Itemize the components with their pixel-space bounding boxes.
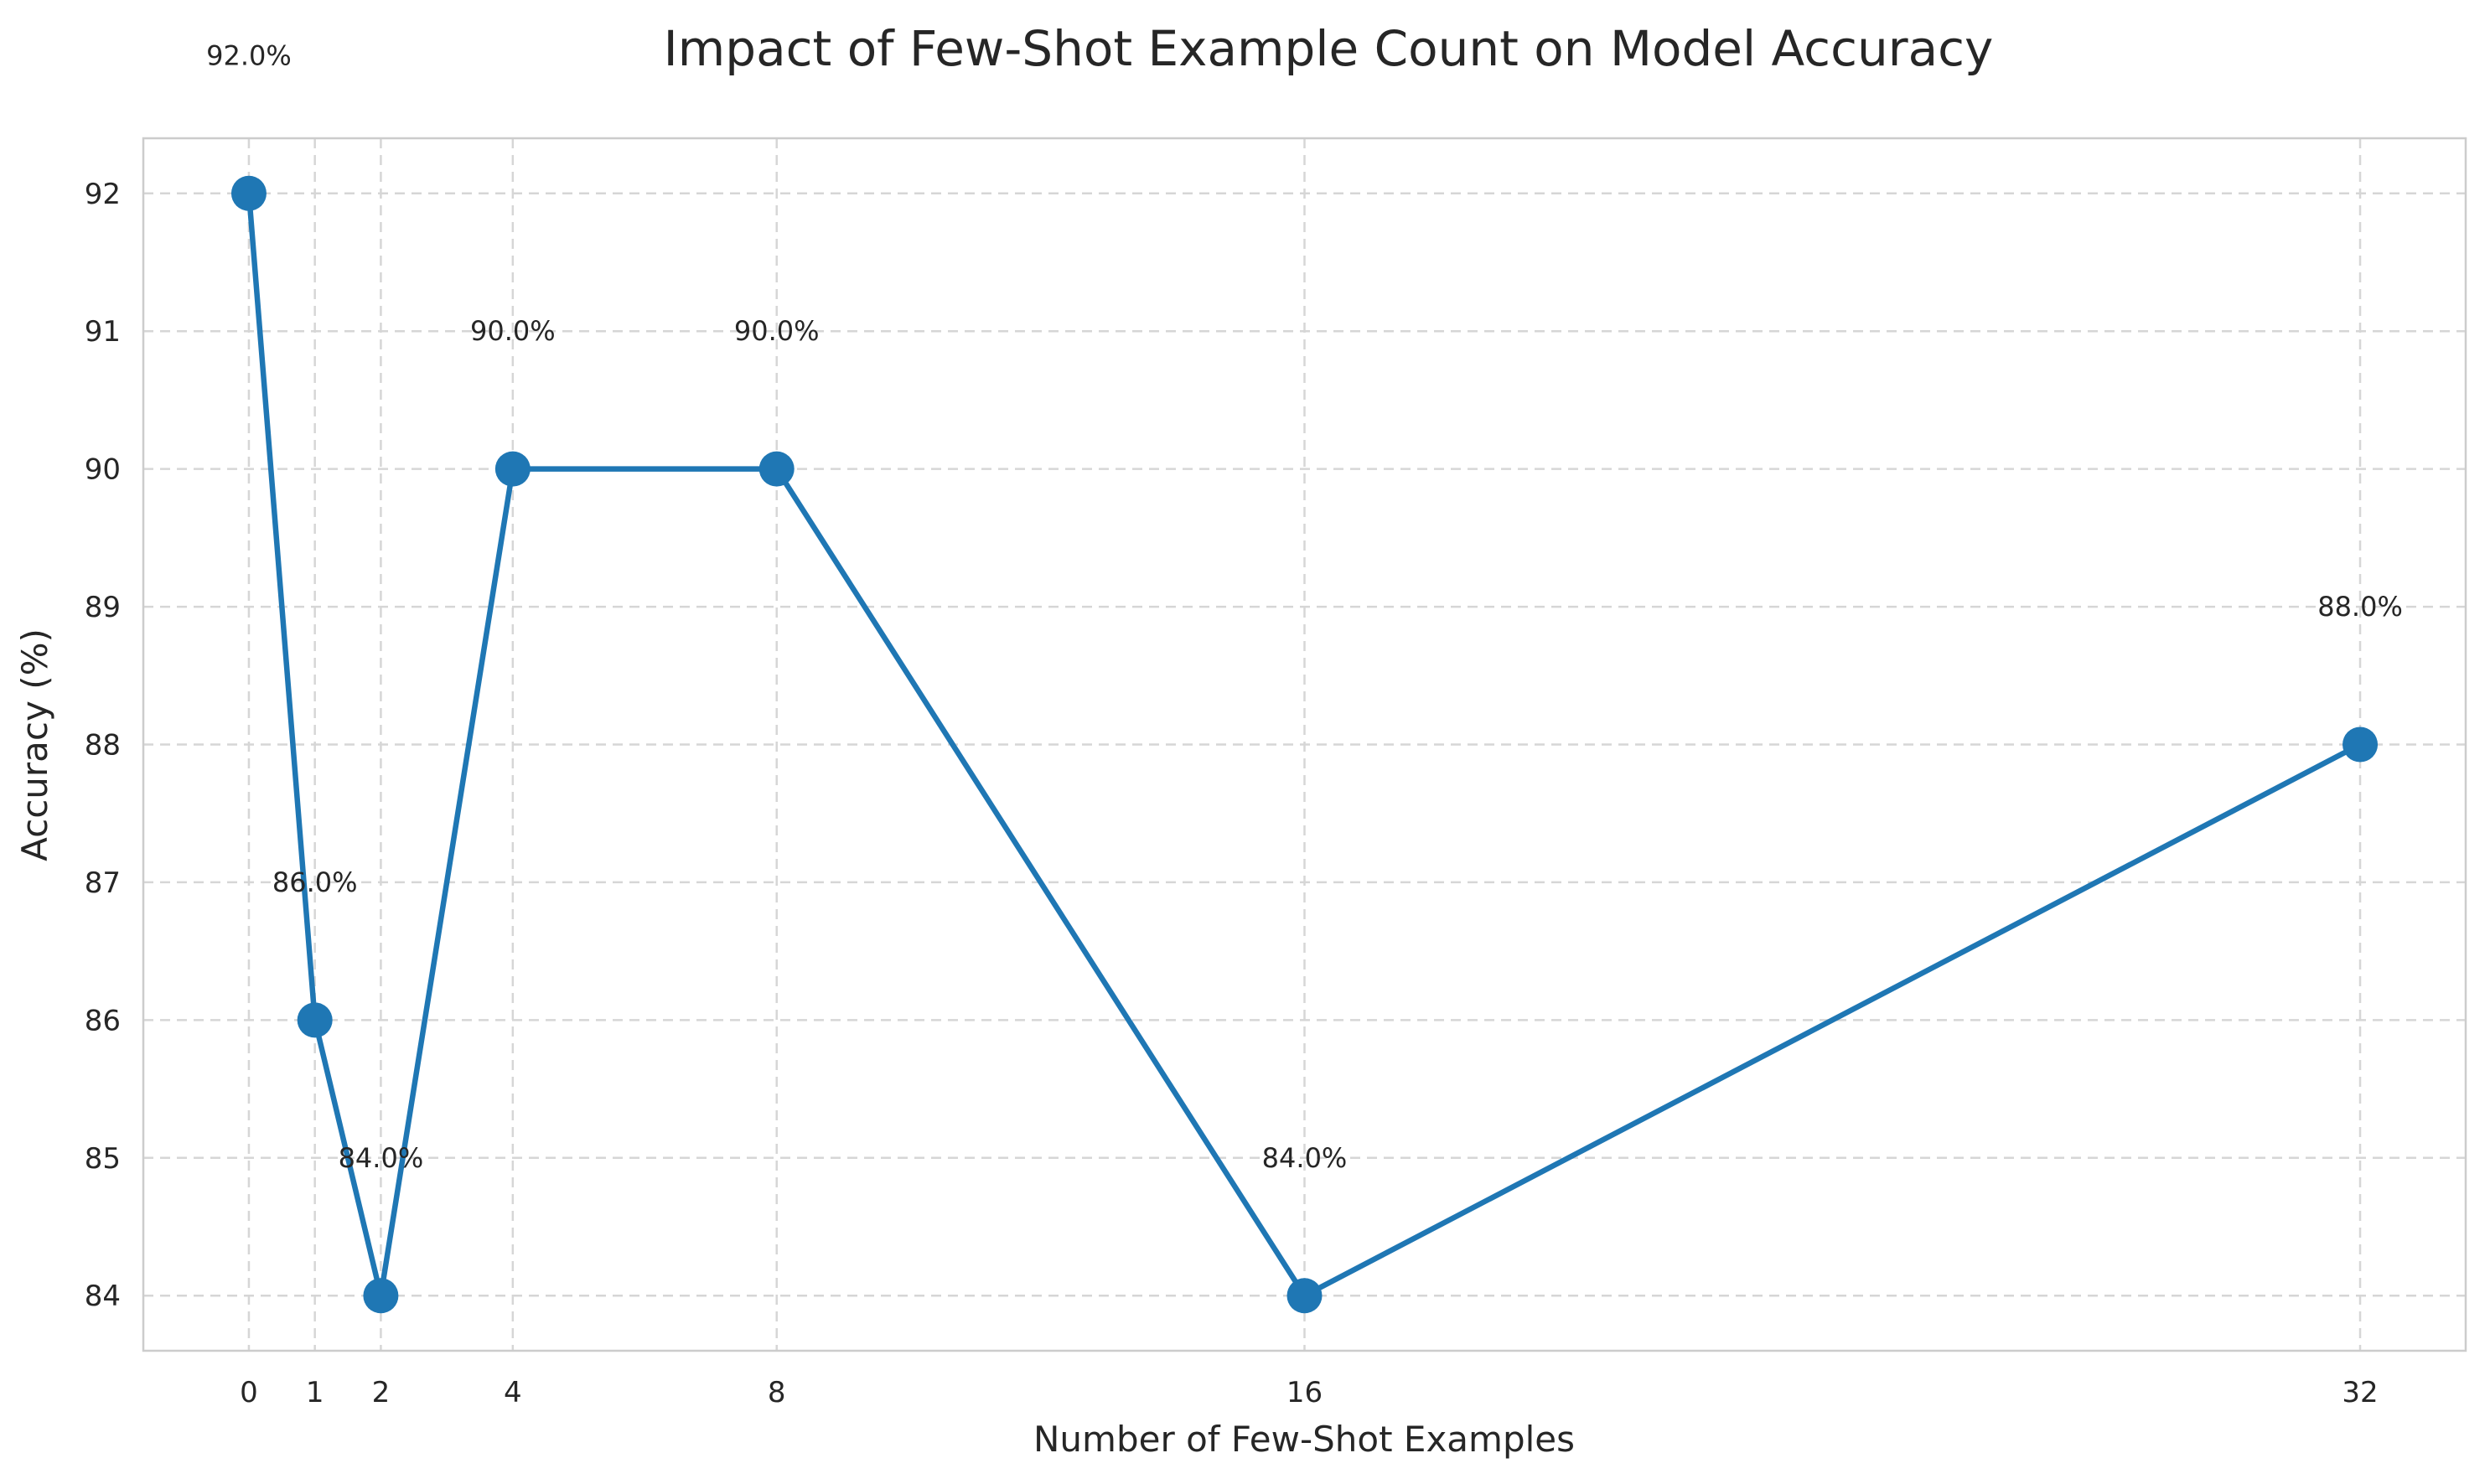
y-tick-label: 87 [85,866,121,900]
marker-layer [230,175,2379,1314]
x-tick-label: 1 [306,1376,324,1409]
x-tick-labels: 0 1 2 4 8 16 32 [240,1376,2379,1409]
y-tick-labels: 84 85 86 87 88 89 90 91 92 [85,178,121,1313]
x-tick-label: 32 [2342,1376,2378,1409]
data-label-layer: 92.0% 86.0% 84.0% 90.0% 90.0% 84.0% 88.0% [206,39,2403,1173]
grid-lines [143,138,2466,1351]
y-tick-label: 91 [85,315,121,349]
data-label: 90.0% [734,315,820,347]
y-tick-label: 90 [85,453,121,487]
data-label: 84.0% [339,1142,424,1174]
data-point-marker [230,175,267,211]
x-axis-label: Number of Few-Shot Examples [1033,1419,1575,1460]
data-label: 90.0% [470,315,556,347]
y-tick-label: 84 [85,1280,121,1313]
y-tick-label: 88 [85,729,121,763]
data-label: 86.0% [272,866,358,898]
y-tick-label: 86 [85,1004,121,1037]
y-tick-label: 89 [85,591,121,624]
x-tick-label: 16 [1286,1376,1323,1409]
data-label: 88.0% [2317,591,2403,623]
chart-title: Impact of Few-Shot Example Count on Mode… [664,20,1994,77]
data-label: 92.0% [206,39,292,71]
x-tick-label: 8 [768,1376,786,1409]
data-point-marker [1286,1278,1323,1314]
x-tick-label: 0 [240,1376,258,1409]
data-point-marker [758,451,795,487]
x-tick-label: 2 [372,1376,391,1409]
y-tick-label: 85 [85,1142,121,1176]
y-tick-label: 92 [85,178,121,211]
data-label: 84.0% [1262,1142,1348,1174]
y-axis-label: Accuracy (%) [14,628,55,861]
data-point-marker [494,451,531,487]
data-point-marker [297,1002,333,1038]
plot-frame [142,137,2467,1352]
data-point-marker [2342,726,2379,763]
x-tick-label: 4 [504,1376,522,1409]
data-point-marker [363,1278,399,1314]
